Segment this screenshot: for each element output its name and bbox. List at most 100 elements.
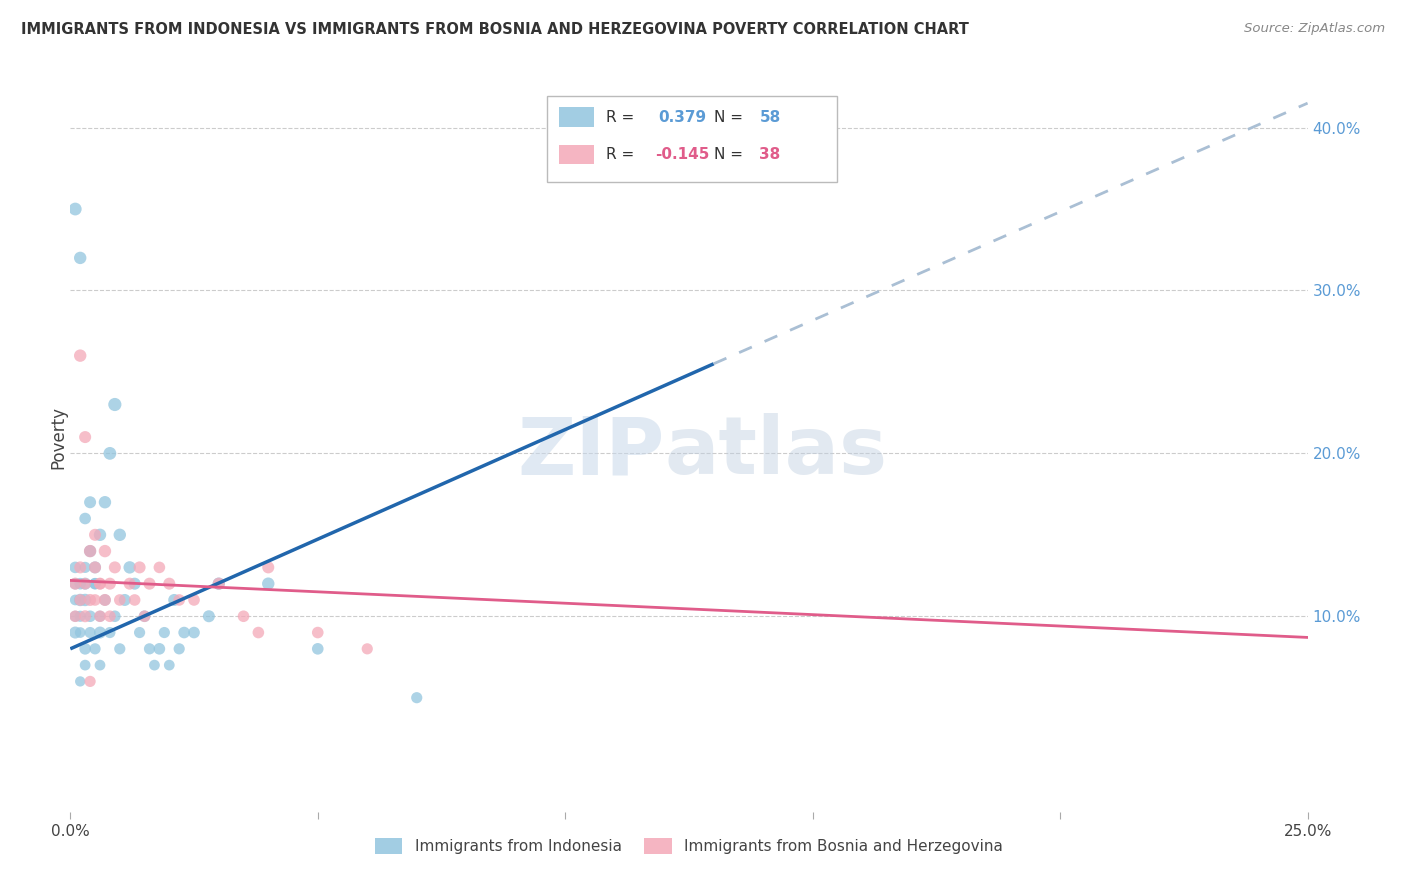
Point: [157, 576, 180, 591]
Point: [65, 560, 87, 574]
Point: [79, 544, 101, 558]
Point: [167, 641, 190, 656]
Point: [173, 625, 195, 640]
Point: [84, 593, 107, 607]
Point: [69, 560, 91, 574]
Point: [94, 544, 117, 558]
Point: [84, 641, 107, 656]
Point: [94, 495, 117, 509]
Text: -0.145: -0.145: [655, 147, 710, 162]
Point: [405, 690, 427, 705]
Point: [75, 641, 97, 656]
Point: [75, 609, 97, 624]
Point: [143, 658, 166, 673]
Point: [79, 625, 101, 640]
Point: [69, 609, 91, 624]
Point: [75, 593, 97, 607]
Point: [79, 495, 101, 509]
Point: [89, 528, 111, 542]
Point: [208, 576, 231, 591]
Point: [65, 593, 87, 607]
Point: [89, 576, 111, 591]
Point: [89, 576, 111, 591]
Point: [84, 576, 107, 591]
Legend: Immigrants from Indonesia, Immigrants from Bosnia and Herzegovina: Immigrants from Indonesia, Immigrants fr…: [368, 832, 1010, 860]
Point: [65, 609, 87, 624]
Point: [69, 576, 91, 591]
Point: [69, 251, 91, 265]
Text: 0.379: 0.379: [658, 110, 706, 125]
Bar: [560, 145, 593, 164]
Point: [257, 560, 280, 574]
Y-axis label: Poverty: Poverty: [49, 406, 67, 468]
Point: [118, 576, 141, 591]
Text: 38: 38: [759, 147, 780, 162]
Point: [79, 544, 101, 558]
Point: [128, 560, 150, 574]
Point: [157, 658, 180, 673]
Point: [94, 593, 117, 607]
Text: R =: R =: [606, 147, 640, 162]
Point: [98, 609, 121, 624]
Point: [89, 609, 111, 624]
Point: [183, 625, 205, 640]
Point: [134, 609, 156, 624]
Point: [84, 576, 107, 591]
Point: [183, 593, 205, 607]
Text: N =: N =: [714, 147, 748, 162]
Point: [98, 576, 121, 591]
Point: [153, 625, 176, 640]
Point: [79, 544, 101, 558]
Point: [84, 560, 107, 574]
Point: [148, 560, 170, 574]
Point: [104, 560, 127, 574]
Point: [114, 593, 136, 607]
Point: [148, 641, 170, 656]
Point: [98, 625, 121, 640]
Bar: [560, 107, 593, 127]
Point: [257, 576, 280, 591]
Point: [98, 446, 121, 460]
Point: [134, 609, 156, 624]
Point: [118, 560, 141, 574]
Text: IMMIGRANTS FROM INDONESIA VS IMMIGRANTS FROM BOSNIA AND HERZEGOVINA POVERTY CORR: IMMIGRANTS FROM INDONESIA VS IMMIGRANTS …: [21, 22, 969, 37]
Text: 58: 58: [759, 110, 780, 125]
Point: [232, 609, 254, 624]
Text: atlas: atlas: [664, 413, 887, 491]
Point: [69, 349, 91, 363]
Point: [84, 560, 107, 574]
Point: [75, 576, 97, 591]
Point: [307, 641, 329, 656]
Point: [104, 397, 127, 411]
Point: [128, 625, 150, 640]
Point: [69, 625, 91, 640]
Point: [75, 560, 97, 574]
Point: [89, 625, 111, 640]
Point: [94, 593, 117, 607]
Point: [138, 576, 160, 591]
Point: [108, 593, 131, 607]
Point: [65, 625, 87, 640]
Point: [69, 593, 91, 607]
Point: [69, 593, 91, 607]
Point: [75, 511, 97, 525]
Point: [198, 609, 221, 624]
Point: [84, 528, 107, 542]
Point: [124, 576, 146, 591]
Point: [65, 576, 87, 591]
Text: N =: N =: [714, 110, 748, 125]
Point: [108, 641, 131, 656]
Point: [307, 625, 329, 640]
Point: [124, 593, 146, 607]
Point: [247, 625, 270, 640]
Point: [163, 593, 186, 607]
Point: [89, 658, 111, 673]
Point: [79, 609, 101, 624]
Text: Source: ZipAtlas.com: Source: ZipAtlas.com: [1244, 22, 1385, 36]
Point: [69, 674, 91, 689]
Point: [79, 674, 101, 689]
Text: R =: R =: [606, 110, 640, 125]
Point: [108, 528, 131, 542]
Point: [89, 609, 111, 624]
Point: [138, 641, 160, 656]
